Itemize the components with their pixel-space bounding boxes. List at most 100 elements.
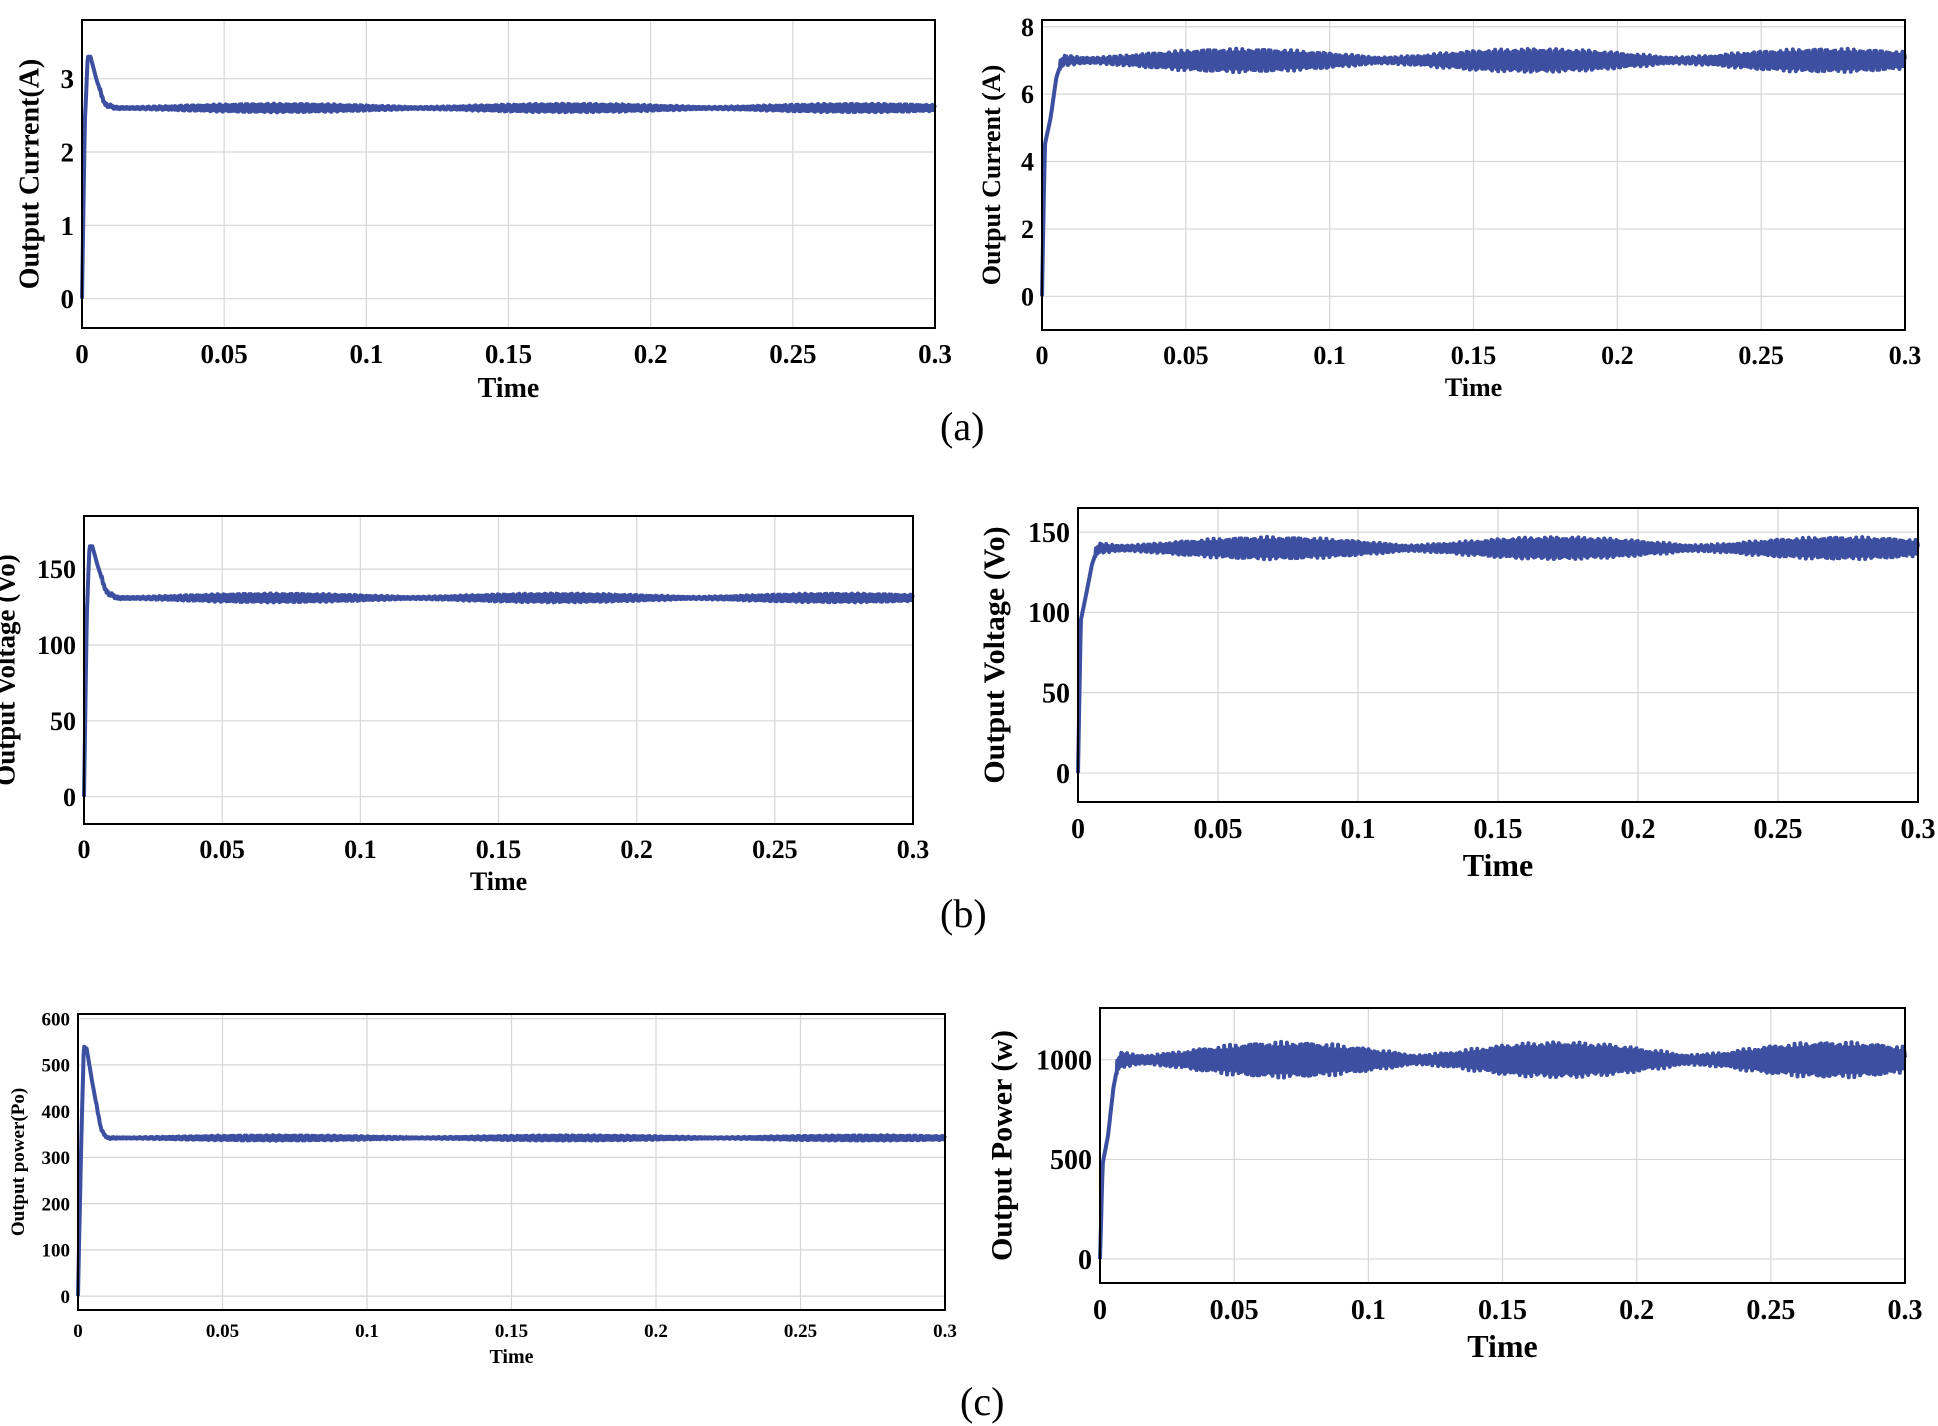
y-tick-label: 2 xyxy=(61,137,75,167)
x-tick-label: 0 xyxy=(73,1321,83,1342)
series-line xyxy=(1076,534,1920,774)
x-tick-label: 0.05 xyxy=(1163,341,1209,370)
caption-a: (a) xyxy=(940,404,985,449)
x-tick-label: 0.1 xyxy=(1351,1295,1386,1326)
x-axis-label: Time xyxy=(1467,1328,1538,1364)
x-tick-label: 0.1 xyxy=(1313,341,1346,370)
series-line xyxy=(76,1044,947,1297)
x-tick-label: 0.2 xyxy=(644,1321,668,1342)
y-tick-label: 500 xyxy=(42,1056,71,1077)
x-tick-label: 0.1 xyxy=(355,1321,379,1342)
x-tick-label: 0.1 xyxy=(344,835,377,864)
y-tick-label: 8 xyxy=(1021,13,1034,42)
y-tick-label: 100 xyxy=(1028,598,1070,629)
x-axis-label: Time xyxy=(489,1346,533,1368)
x-axis-label: Time xyxy=(1445,373,1502,402)
x-tick-label: 0.3 xyxy=(897,835,930,864)
x-tick-label: 0.3 xyxy=(1901,814,1936,845)
x-tick-label: 0.25 xyxy=(752,835,798,864)
y-axis-label: Output Current (A) xyxy=(977,65,1006,286)
y-tick-label: 0 xyxy=(1078,1245,1092,1276)
chart-5: 0 0.05 0.1 0.15 0.2 0.25 0.3 0 100 200 300 400 500 60… xyxy=(8,1009,957,1368)
x-tick-label: 0.25 xyxy=(769,339,816,369)
y-tick-label: 3 xyxy=(61,64,75,94)
series-line xyxy=(80,54,937,299)
y-tick-label: 0 xyxy=(63,783,76,812)
y-tick-label: 150 xyxy=(37,555,76,584)
y-tick-label: 50 xyxy=(1042,679,1070,710)
x-tick-label: 0 xyxy=(75,339,89,369)
series-line xyxy=(1040,46,1907,297)
caption-b: (b) xyxy=(940,891,987,936)
x-tick-label: 0 xyxy=(1071,814,1085,845)
x-tick-label: 0.15 xyxy=(476,835,522,864)
x-axis-label: Time xyxy=(470,867,527,896)
y-tick-label: 400 xyxy=(42,1102,71,1123)
axes-frame xyxy=(1099,1007,1906,1284)
axes-frame xyxy=(1077,507,1919,803)
x-tick-label: 0.25 xyxy=(1754,814,1803,845)
x-tick-label: 0.2 xyxy=(620,835,653,864)
x-tick-label: 0.2 xyxy=(1601,341,1634,370)
y-axis-label: Output Voltage (Vo) xyxy=(978,526,1011,783)
y-tick-label: 200 xyxy=(42,1194,71,1215)
y-tick-label: 2 xyxy=(1021,215,1034,244)
x-tick-label: 0.05 xyxy=(206,1321,239,1342)
y-axis-label: Output Current(A) xyxy=(15,59,46,289)
y-tick-label: 50 xyxy=(50,707,76,736)
x-tick-label: 0.2 xyxy=(634,339,668,369)
x-tick-label: 0.2 xyxy=(1619,1295,1654,1326)
axes-frame xyxy=(1041,19,1906,331)
y-tick-label: 0 xyxy=(61,284,75,314)
chart-4: 0 0.05 0.1 0.15 0.2 0.25 0.3 0 50 100 150 Time Outpu… xyxy=(978,507,1936,883)
y-tick-label: 1 xyxy=(61,211,75,241)
y-tick-label: 1000 xyxy=(1036,1046,1092,1077)
axes-frame xyxy=(83,515,914,825)
y-tick-label: 0 xyxy=(1021,282,1034,311)
chart-1: 0 0.05 0.1 0.15 0.2 0.25 0.3 0 1 2 3 Time Output Cur… xyxy=(15,19,952,404)
x-tick-label: 0.3 xyxy=(1889,341,1922,370)
x-tick-label: 0.2 xyxy=(1621,814,1656,845)
x-tick-label: 0.25 xyxy=(784,1321,817,1342)
x-tick-label: 0.3 xyxy=(1888,1295,1923,1326)
x-tick-label: 0 xyxy=(1036,341,1049,370)
chart-6: 0 0.05 0.1 0.15 0.2 0.25 0.3 0 500 1000 Time Output… xyxy=(985,1007,1923,1364)
x-tick-label: 0.15 xyxy=(1451,341,1497,370)
axes-frame xyxy=(77,1013,946,1311)
x-axis-label: Time xyxy=(478,373,540,404)
y-tick-label: 0 xyxy=(1056,759,1070,790)
chart-2: 0 0.05 0.1 0.15 0.2 0.25 0.3 0 2 4 6 8 Time Output Cu… xyxy=(977,13,1921,402)
x-tick-label: 0.25 xyxy=(1738,341,1784,370)
x-tick-label: 0.3 xyxy=(918,339,952,369)
x-tick-label: 0 xyxy=(1093,1295,1107,1326)
x-tick-label: 0.1 xyxy=(349,339,383,369)
chart-3: 0 0.05 0.1 0.15 0.2 0.25 0.3 0 50 100 150 Time Outpu… xyxy=(0,515,930,896)
x-tick-label: 0.05 xyxy=(199,835,245,864)
y-tick-label: 150 xyxy=(1028,518,1070,549)
y-axis-label: Output Voltage (Vo) xyxy=(0,554,21,786)
axes-frame xyxy=(81,19,936,329)
series-line xyxy=(82,544,915,797)
y-tick-label: 600 xyxy=(42,1009,71,1030)
y-axis-label: Output Power (w) xyxy=(985,1030,1018,1261)
x-tick-label: 0.15 xyxy=(1474,814,1523,845)
x-tick-label: 0.05 xyxy=(1210,1295,1259,1326)
x-tick-label: 0.1 xyxy=(1341,814,1376,845)
series-line xyxy=(1098,1039,1907,1260)
x-tick-label: 0.05 xyxy=(201,339,248,369)
y-tick-label: 500 xyxy=(1050,1145,1092,1176)
y-tick-label: 300 xyxy=(42,1148,71,1169)
x-tick-label: 0.3 xyxy=(933,1321,957,1342)
y-tick-label: 100 xyxy=(37,631,76,660)
x-tick-label: 0 xyxy=(78,835,91,864)
x-axis-label: Time xyxy=(1463,847,1534,883)
caption-c: (c) xyxy=(960,1379,1005,1424)
y-tick-label: 0 xyxy=(61,1287,71,1308)
y-tick-label: 4 xyxy=(1021,148,1034,177)
y-tick-label: 100 xyxy=(42,1241,71,1262)
y-tick-label: 6 xyxy=(1021,80,1034,109)
x-tick-label: 0.05 xyxy=(1194,814,1243,845)
x-tick-label: 0.15 xyxy=(495,1321,528,1342)
x-tick-label: 0.15 xyxy=(1478,1295,1527,1326)
